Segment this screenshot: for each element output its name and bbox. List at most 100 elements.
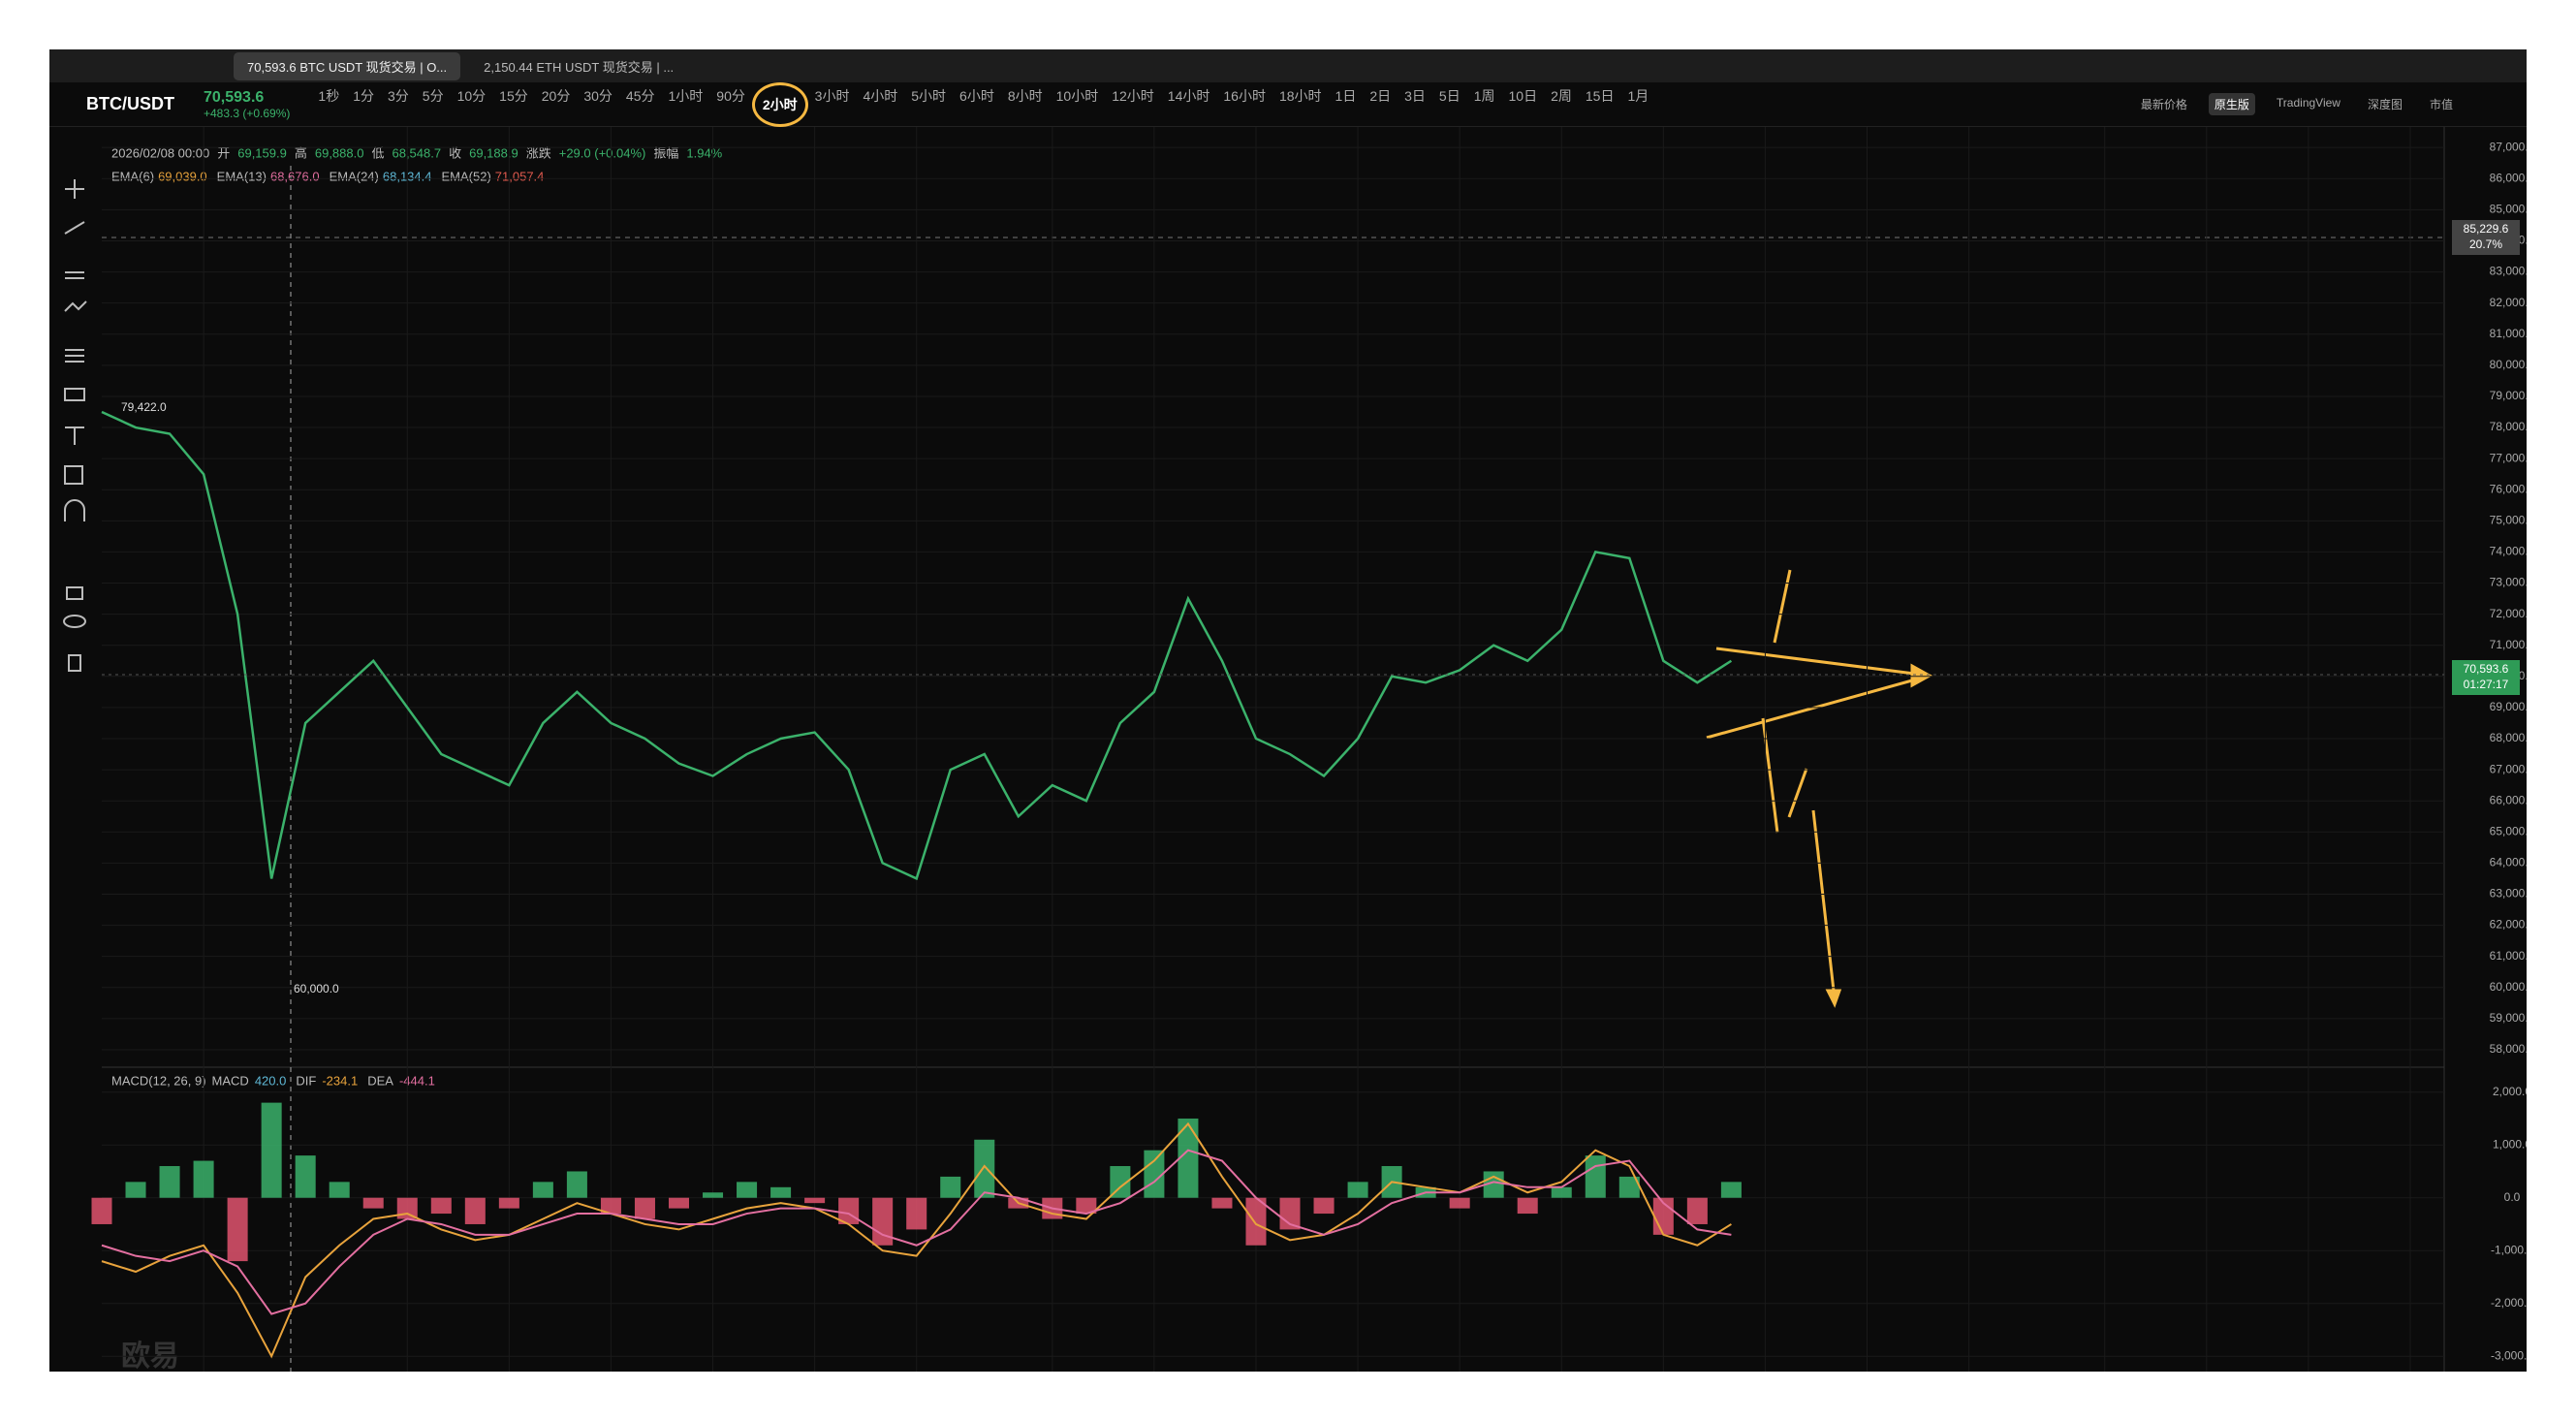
macd-name: DEA — [367, 1073, 393, 1088]
interval[interactable]: 3小时 — [814, 87, 850, 104]
ohlc-item: 振幅 — [653, 145, 678, 160]
y-tick-label: 87,000.0 — [2490, 140, 2527, 153]
high-annotation: 79,422.0 — [121, 400, 167, 414]
interval[interactable]: 2日 — [1369, 87, 1392, 104]
macd-bar — [1076, 1197, 1097, 1215]
arrow-head-2 — [1825, 989, 1842, 1008]
y-tick-label: 74,000.0 — [2490, 545, 2527, 558]
y-tick-label: 80,000.0 — [2490, 358, 2527, 371]
y-tick-label: 72,000.0 — [2490, 607, 2527, 620]
tool-measure[interactable] — [64, 388, 85, 401]
ohlc-item: 69,159.9 — [237, 145, 287, 160]
interval[interactable]: 30分 — [583, 87, 613, 104]
interval[interactable]: 1月 — [1627, 87, 1649, 104]
tab[interactable]: 70,593.6 BTC USDT 现货交易 | O... — [234, 51, 461, 80]
menu-item[interactable]: 原生版 — [2208, 93, 2255, 115]
arrow-up — [1773, 569, 1792, 644]
macd-bar — [1110, 1166, 1131, 1198]
macd-bar — [974, 1139, 995, 1198]
y-tick-label: 59,000.0 — [2490, 1011, 2527, 1025]
menu-item[interactable]: TradingView — [2276, 96, 2340, 110]
y-tick-label: 62,000.0 — [2490, 918, 2527, 932]
interval[interactable]: 12小时 — [1112, 87, 1154, 104]
macd-bar — [804, 1197, 826, 1204]
tool-predict[interactable] — [65, 349, 84, 363]
ohlc-item: 开 — [217, 145, 230, 160]
tool-shape[interactable] — [64, 465, 83, 485]
macd-tick-label: 2,000.0 — [2493, 1085, 2527, 1098]
tool-lock[interactable] — [66, 586, 83, 600]
interval[interactable]: 8小时 — [1007, 87, 1043, 104]
current-price-box — [2452, 660, 2520, 695]
symbol[interactable]: BTC/USDT — [86, 94, 174, 113]
interval[interactable]: 4小时 — [863, 87, 898, 104]
macd-bar — [634, 1197, 655, 1219]
y-tick-label: 81,000.0 — [2490, 327, 2527, 340]
macd-bar — [1686, 1197, 1708, 1224]
ema-name: EMA(6) — [111, 169, 154, 183]
macd-tick-label: 1,000.0 — [2493, 1137, 2527, 1151]
current-price: 70,593.6 — [2464, 662, 2509, 676]
top-price: 85,229.6 — [2464, 222, 2509, 236]
interval[interactable]: 5分 — [422, 87, 444, 104]
tool-text[interactable] — [65, 426, 84, 445]
macd-value: -444.1 — [399, 1073, 435, 1088]
tool-eye[interactable] — [63, 615, 86, 628]
menu-item[interactable]: 深度图 — [2367, 98, 2403, 111]
interval[interactable]: 1小时 — [668, 87, 704, 104]
tool-pattern[interactable] — [64, 300, 87, 312]
interval[interactable]: 10日 — [1508, 87, 1538, 104]
interval[interactable]: 5日 — [1438, 87, 1461, 104]
macd-tick-label: 0.0 — [2504, 1190, 2521, 1204]
arrow-small — [1787, 768, 1808, 818]
y-tick-label: 78,000.0 — [2490, 420, 2527, 433]
interval[interactable]: 1分 — [353, 87, 374, 104]
macd-bar — [1245, 1197, 1267, 1246]
interval[interactable]: 1秒 — [318, 87, 340, 104]
interval[interactable]: 16小时 — [1223, 87, 1266, 104]
last-price-box: 70,593.6 +483.3 (+0.69%) — [204, 89, 290, 120]
arrow-head — [1910, 663, 1933, 688]
interval[interactable]: 90分 — [716, 87, 745, 104]
interval[interactable]: 18小时 — [1278, 87, 1322, 104]
ema-name: EMA(52) — [441, 169, 490, 183]
interval[interactable]: 2小时 — [751, 81, 808, 127]
interval[interactable]: 1周 — [1473, 87, 1495, 104]
macd-bar — [737, 1182, 758, 1198]
interval[interactable]: 14小时 — [1167, 87, 1210, 104]
interval[interactable]: 6小时 — [959, 87, 994, 104]
interval[interactable]: 2周 — [1551, 87, 1572, 104]
tool-magnet[interactable] — [64, 499, 85, 521]
macd-bar — [1551, 1186, 1572, 1198]
interval[interactable]: 3分 — [388, 87, 409, 104]
interval[interactable]: 10小时 — [1055, 87, 1099, 104]
ohlc-item: 涨跌 — [526, 145, 551, 160]
ohlc-item: 2026/02/08 00:00 — [111, 145, 209, 160]
ohlc-item: 1.94% — [686, 145, 722, 160]
interval[interactable]: 20分 — [541, 87, 571, 104]
interval[interactable]: 1日 — [1335, 87, 1357, 104]
macd-bar — [703, 1192, 724, 1198]
tool-fib[interactable] — [65, 271, 84, 279]
ema-value: 69,039.0 — [158, 169, 207, 183]
menu-item[interactable]: 市值 — [2429, 98, 2453, 111]
tab[interactable]: 2,150.44 ETH USDT 现货交易 | ... — [484, 59, 675, 75]
interval[interactable]: 15分 — [499, 87, 528, 104]
menu-item[interactable]: 最新价格 — [2140, 98, 2187, 111]
interval[interactable]: 5小时 — [911, 87, 947, 104]
ema-name: EMA(13) — [217, 169, 267, 183]
macd-bar — [1347, 1182, 1368, 1198]
y-tick-label: 85,000.0 — [2490, 203, 2527, 216]
macd-bar — [566, 1171, 587, 1198]
interval[interactable]: 3日 — [1404, 87, 1426, 104]
arrow-down-2 — [1811, 809, 1837, 1000]
tool-crosshair[interactable] — [65, 179, 84, 199]
tool-trash[interactable] — [68, 654, 81, 672]
interval[interactable]: 45分 — [625, 87, 655, 104]
macd-bar — [770, 1186, 792, 1198]
interval[interactable]: 10分 — [456, 87, 487, 104]
tool-line[interactable] — [64, 221, 85, 235]
ohlc-item: 收 — [449, 145, 461, 160]
interval[interactable]: 15日 — [1585, 87, 1615, 104]
